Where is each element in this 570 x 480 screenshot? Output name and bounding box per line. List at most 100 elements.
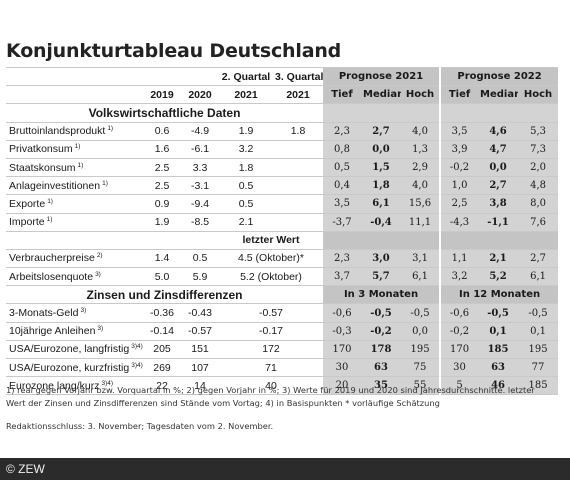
row-label-text: Staatskonsum bbox=[9, 161, 76, 174]
value-2019: 2.5 bbox=[143, 158, 181, 178]
prognose-value: -4,3 bbox=[439, 213, 479, 232]
prognose-value: 35 bbox=[361, 376, 401, 396]
section-title-zinsen: Zinsen und Zinsdifferenzen bbox=[6, 285, 323, 305]
copyright-text: © ZEW bbox=[6, 462, 45, 476]
prognose-value: 195 bbox=[401, 340, 441, 360]
header-prognose-2021: Prognose 2021 bbox=[323, 66, 441, 87]
row-label: Exporte 1) bbox=[6, 194, 143, 214]
value-2019: 205 bbox=[143, 340, 181, 360]
prognose-value: 0,1 bbox=[518, 322, 559, 341]
footnote-ref: 1) bbox=[102, 179, 108, 187]
prognose-value: 1,5 bbox=[361, 158, 401, 178]
value-2019: -0.14 bbox=[143, 322, 181, 341]
prognose-value: 3,7 bbox=[323, 267, 361, 287]
value-2020: 0.5 bbox=[181, 249, 219, 269]
header-prognose-2022: Prognose 2022 bbox=[439, 66, 559, 87]
prognose-value: 4,7 bbox=[478, 140, 519, 159]
prognose-value: 6,1 bbox=[518, 267, 559, 287]
header-row-2: 2019 2020 2021 2021 Tief Median Hoch Tie… bbox=[6, 85, 559, 105]
prognose-value: 3,1 bbox=[401, 249, 441, 269]
prognose-value: 2,7 bbox=[518, 249, 559, 269]
row-label: Privatkonsum 1) bbox=[6, 140, 143, 159]
prognose-value: 170 bbox=[439, 340, 479, 360]
header-tief-2021: Tief bbox=[323, 85, 361, 105]
value-2019: 0.6 bbox=[143, 122, 181, 141]
table-row: Staatskonsum 1) 2.5 3.3 1.8 0,5 1,5 2,9 -0,2 0,0 2… bbox=[6, 158, 559, 178]
prognose-value: -0,6 bbox=[439, 303, 479, 323]
row-label-text: Bruttoinlandsprodukt bbox=[9, 125, 106, 138]
prognose-value: 2,7 bbox=[361, 122, 401, 141]
row-label-text: 10jährige Anleihen bbox=[9, 325, 96, 338]
prognose-value: 15,6 bbox=[401, 194, 441, 214]
value-2020: -6.1 bbox=[181, 140, 219, 159]
table-row: Arbeitslosenquote 3) 5.0 5.9 5.2 (Oktober) 3,… bbox=[6, 267, 559, 287]
prognose-value: 1,8 bbox=[361, 176, 401, 196]
prognose-value: 5 bbox=[439, 376, 479, 396]
header-q2: 2. Quartal bbox=[219, 66, 273, 87]
footnote-ref: 1) bbox=[46, 216, 53, 224]
section-fill bbox=[439, 231, 559, 250]
prognose-value: -0,2 bbox=[361, 322, 401, 341]
prognose-value: 0,1 bbox=[478, 322, 519, 341]
value-2020: 151 bbox=[181, 340, 219, 360]
row-label: Bruttoinlandsprodukt 1) bbox=[6, 122, 143, 141]
prognose-value: 6,1 bbox=[361, 194, 401, 214]
value-letzter-wert: 71 bbox=[219, 358, 323, 378]
empty-cell bbox=[181, 231, 219, 250]
prognose-value: -1,1 bbox=[478, 213, 519, 232]
footnote-ref: 3) bbox=[97, 325, 104, 333]
prognose-value: 3,8 bbox=[478, 194, 519, 214]
value-2019: 1.9 bbox=[143, 213, 181, 232]
prognose-value: 63 bbox=[361, 358, 401, 378]
prognose-value: 46 bbox=[478, 376, 519, 396]
prognose-value: 2,9 bbox=[401, 158, 441, 178]
row-label-text: 3-Monats-Geld bbox=[9, 307, 79, 320]
value-letzter-wert: 4.5 (Oktober)* bbox=[219, 249, 323, 269]
prognose-value: 3,2 bbox=[439, 267, 479, 287]
value-2020: -8.5 bbox=[181, 213, 219, 232]
header-q3: 3. Quartal bbox=[273, 66, 323, 87]
row-label-text: Exporte bbox=[9, 197, 46, 210]
konjunktur-table: 2. Quartal 3. Quartal Prognose 2021 Prog… bbox=[6, 66, 559, 396]
header-in-3-monaten: In 3 Monaten bbox=[323, 285, 441, 305]
section-row: letzter Wert bbox=[6, 231, 559, 250]
footnote-ref: 3)4) bbox=[101, 379, 114, 387]
prognose-value: 2,0 bbox=[518, 158, 559, 178]
header-empty bbox=[143, 66, 181, 87]
prognose-value: 30 bbox=[439, 358, 479, 378]
prognose-value: 1,3 bbox=[401, 140, 441, 159]
table-row: Bruttoinlandsprodukt 1) 0.6 -4.9 1.9 1.8 2,3 2,… bbox=[6, 122, 559, 141]
empty-cell bbox=[6, 231, 143, 250]
table-row: Verbraucherpreise 2) 1.4 0.5 4.5 (Oktober)* 2… bbox=[6, 249, 559, 269]
table-row: 10jährige Anleihen 3) -0.14 -0.57 -0.17 -0,3-… bbox=[6, 322, 559, 341]
prognose-value: 5,7 bbox=[361, 267, 401, 287]
header-median-2022: Median bbox=[478, 85, 519, 105]
prognose-value: 20 bbox=[323, 376, 361, 396]
value-2021-q3: 1.8 bbox=[273, 122, 323, 141]
value-2021-q3 bbox=[273, 194, 323, 214]
header-in-12-monaten: In 12 Monaten bbox=[439, 285, 559, 305]
prognose-value: 75 bbox=[401, 358, 441, 378]
prognose-value: -0,2 bbox=[439, 158, 479, 178]
prognose-value: 4,0 bbox=[401, 176, 441, 196]
value-2019: 2.5 bbox=[143, 176, 181, 196]
prognose-value: 3,5 bbox=[439, 122, 479, 141]
header-median-2021: Median bbox=[361, 85, 401, 105]
section-fill bbox=[323, 103, 441, 123]
table-row: Privatkonsum 1) 1.6 -6.1 3.2 0,8 0,0 1,3 3,9 4,7 7… bbox=[6, 140, 559, 159]
prognose-value: -0,5 bbox=[361, 303, 401, 323]
copyright-bar: © ZEW bbox=[0, 458, 570, 480]
section-fill bbox=[323, 231, 441, 250]
value-letzter-wert: 172 bbox=[219, 340, 323, 360]
row-label-text: Arbeitslosenquote bbox=[9, 270, 94, 283]
prognose-value: 7,6 bbox=[518, 213, 559, 232]
prognose-value: 185 bbox=[478, 340, 519, 360]
prognose-value: 1,1 bbox=[439, 249, 479, 269]
value-2021-q3 bbox=[273, 158, 323, 178]
prognose-value: 3,5 bbox=[323, 194, 361, 214]
header-2020: 2020 bbox=[181, 85, 219, 105]
prognose-value: 2,3 bbox=[323, 122, 361, 141]
value-2021-q3 bbox=[273, 213, 323, 232]
prognose-value: 1,0 bbox=[439, 176, 479, 196]
value-2021-q2: 1.9 bbox=[219, 122, 273, 141]
